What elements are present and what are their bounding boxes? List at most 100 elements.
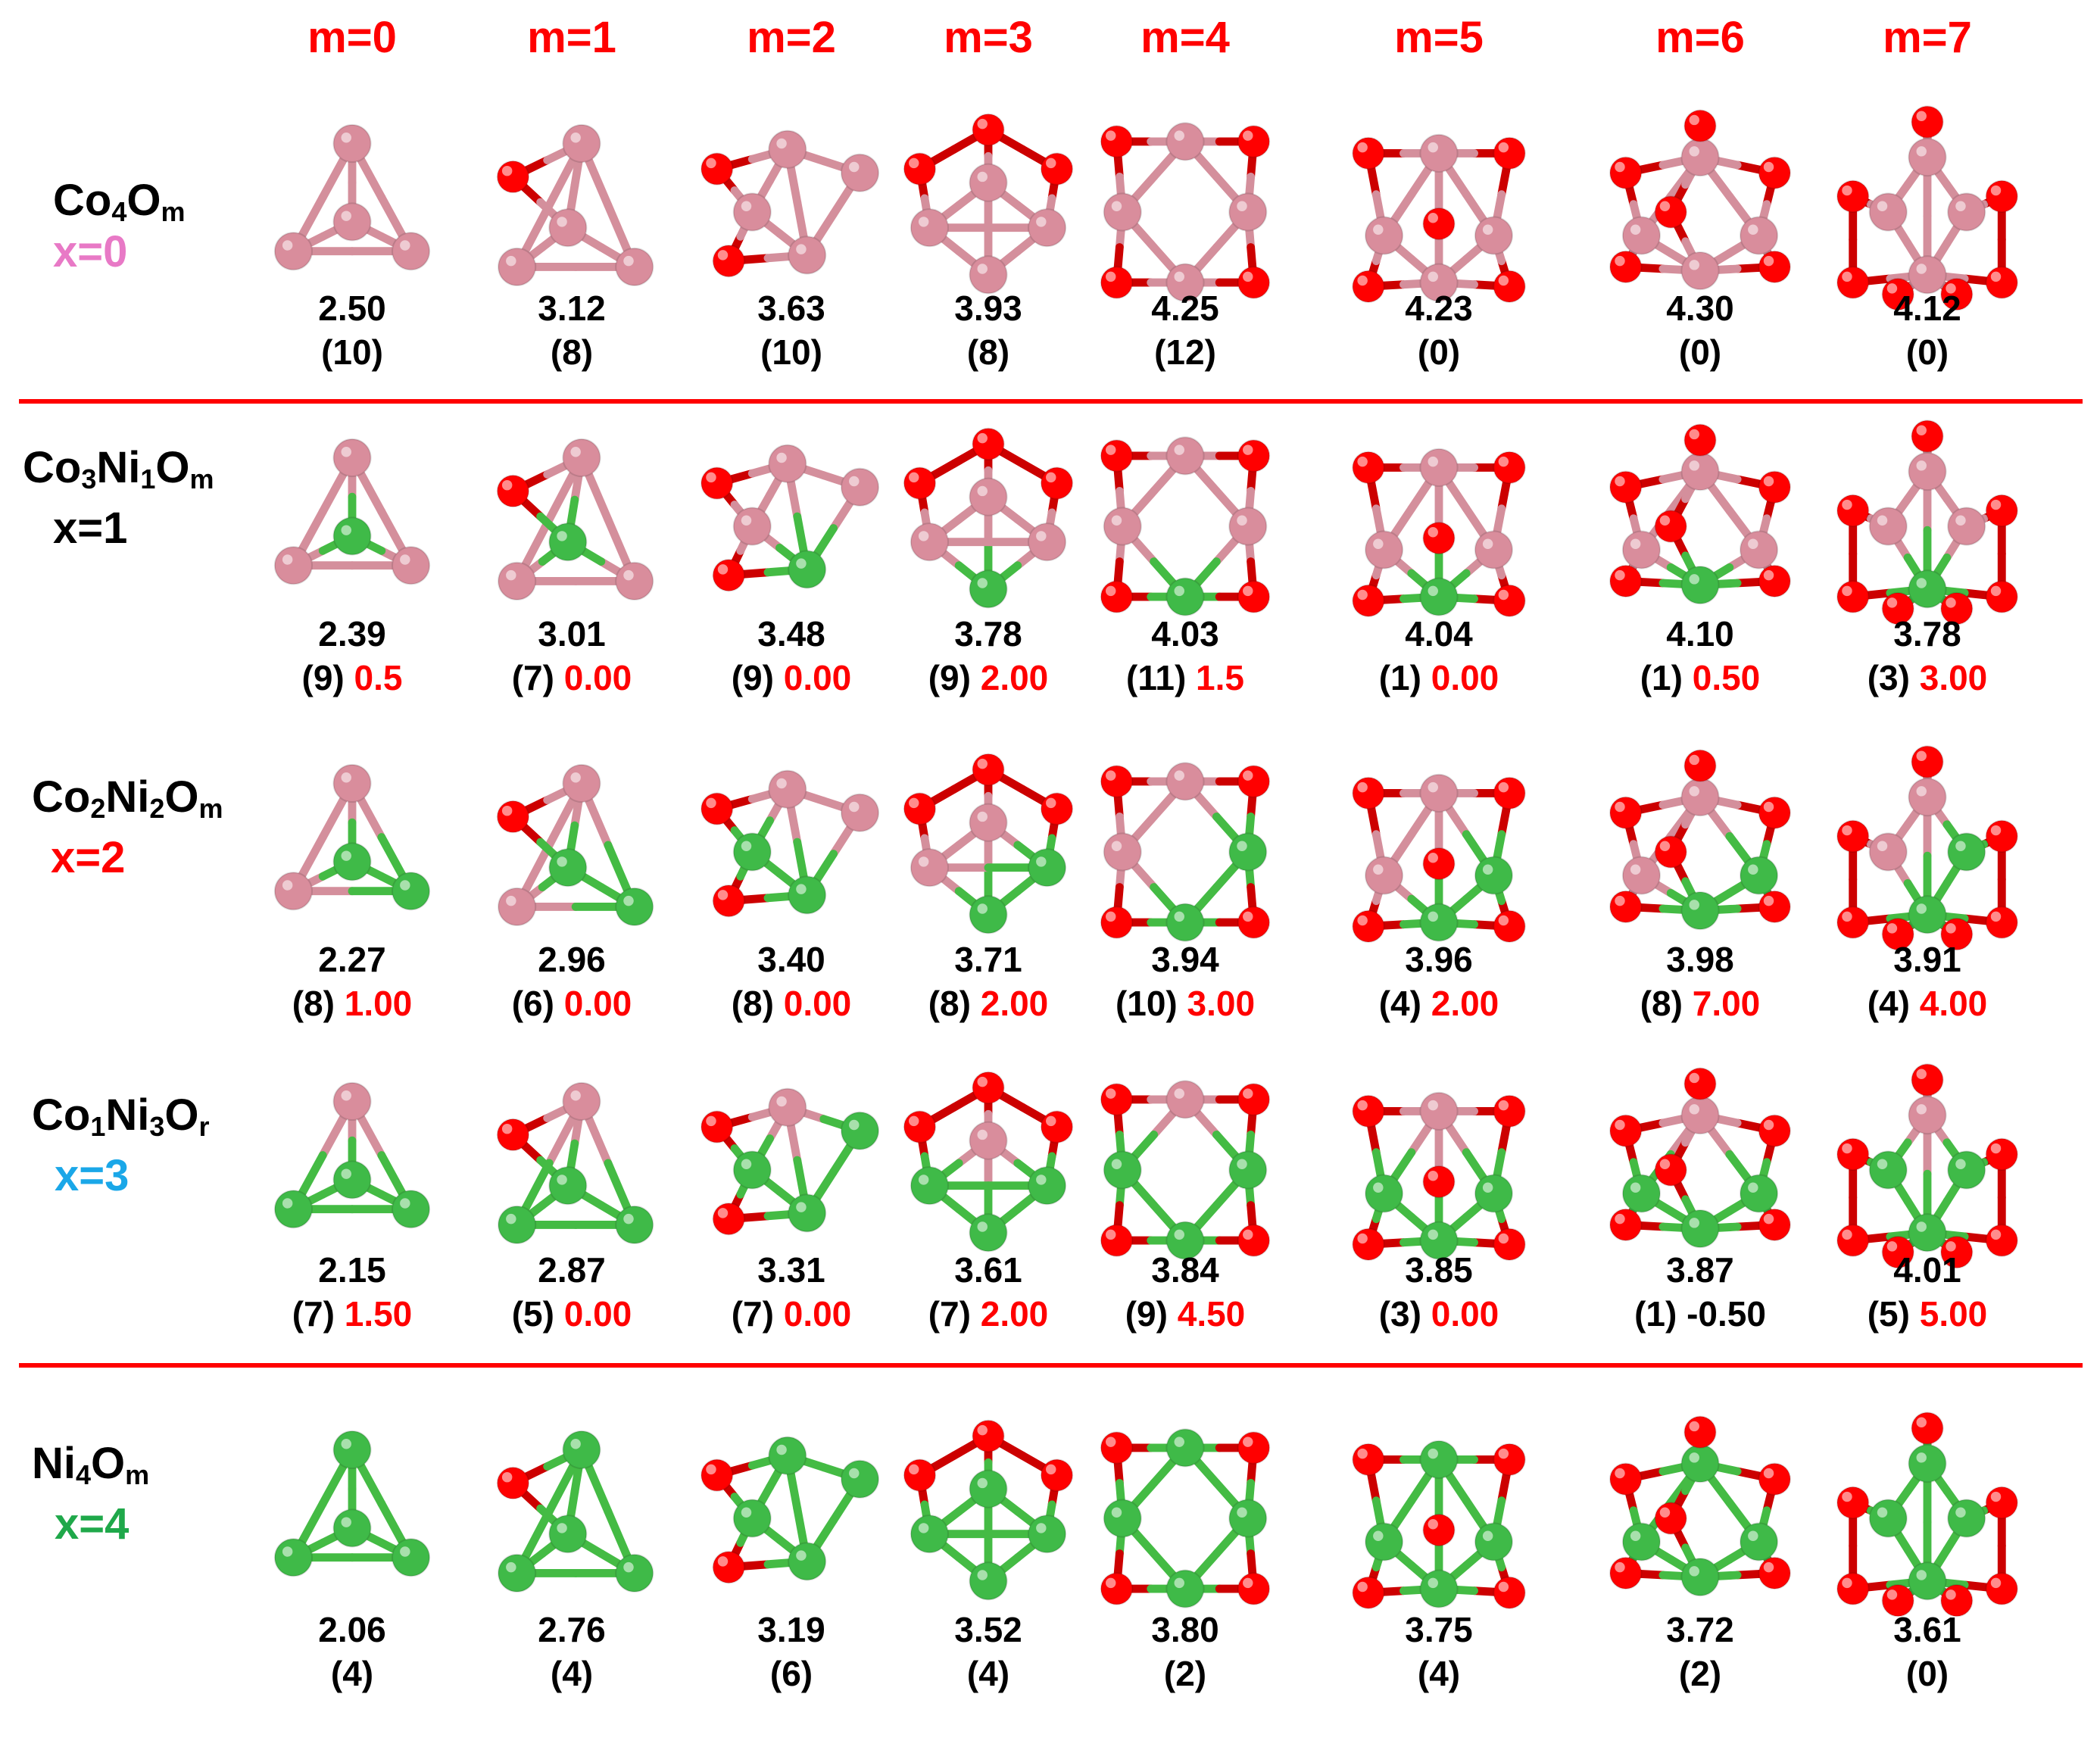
atom-highlight bbox=[1877, 1507, 1888, 1518]
cluster-structure-image bbox=[903, 1419, 1074, 1601]
atom-highlight bbox=[1916, 1104, 1927, 1115]
nickel-atom bbox=[1027, 848, 1067, 888]
atom-highlight bbox=[741, 201, 752, 211]
cobalt-atom bbox=[768, 1087, 807, 1127]
cobalt-atom bbox=[1419, 133, 1459, 173]
oxygen-atom bbox=[1609, 1114, 1643, 1147]
nickel-atom bbox=[548, 523, 588, 562]
cobalt-atom bbox=[1165, 122, 1205, 161]
atom-highlight bbox=[776, 1096, 787, 1107]
oxygen-atom bbox=[1609, 890, 1643, 924]
oxygen-atom bbox=[1683, 1067, 1717, 1100]
count-and-moment: (7) 0.00 bbox=[678, 1293, 905, 1334]
atom-highlight bbox=[1615, 476, 1625, 487]
cluster-cell: 4.03 (11) 1.5 bbox=[1072, 413, 1299, 697]
atom-highlight bbox=[1955, 515, 1966, 526]
energy-value: 3.31 bbox=[757, 1250, 825, 1290]
nickel-atom bbox=[1947, 832, 1986, 872]
atom-highlight bbox=[1174, 770, 1184, 781]
count-and-moment: (9) 0.00 bbox=[678, 657, 905, 698]
cluster-structure-image bbox=[1609, 423, 1791, 605]
oxygen-atom bbox=[1985, 819, 2018, 853]
energy-value: 3.75 bbox=[1405, 1610, 1473, 1649]
energy-value: 3.78 bbox=[1893, 614, 1961, 654]
atom-highlight bbox=[1763, 801, 1774, 813]
oxygen-atom bbox=[1836, 494, 1870, 528]
atom-highlight bbox=[400, 880, 410, 891]
cluster-structure-image bbox=[1836, 420, 2018, 625]
atom-highlight bbox=[1498, 781, 1509, 793]
cobalt-atom bbox=[1419, 1091, 1459, 1131]
count-and-moment: (2) bbox=[1587, 1653, 1814, 1694]
cobalt-atom bbox=[332, 763, 372, 803]
cobalt-atom bbox=[1908, 137, 1947, 177]
atom-highlight bbox=[1357, 1581, 1368, 1593]
oxygen-atom bbox=[1758, 890, 1791, 924]
atom-highlight bbox=[1174, 1229, 1184, 1240]
energy-value: 3.78 bbox=[954, 614, 1022, 654]
atom-highlight bbox=[1357, 456, 1368, 467]
atom-highlight bbox=[1174, 445, 1184, 455]
oxygen-atom bbox=[1609, 156, 1643, 189]
energy-value: 3.71 bbox=[954, 940, 1022, 979]
cobalt-atom bbox=[332, 438, 372, 478]
oxygen-atom bbox=[1654, 510, 1687, 543]
atom-highlight bbox=[1174, 130, 1184, 141]
nickel-atom bbox=[788, 1542, 827, 1581]
atom-highlight bbox=[1498, 456, 1509, 467]
nickel-atom bbox=[332, 842, 372, 881]
count-value: (10) bbox=[1115, 984, 1178, 1023]
nickel-atom bbox=[1947, 1150, 1986, 1190]
cluster-structure-image bbox=[1352, 1091, 1526, 1261]
moment-value: 0.00 bbox=[1421, 658, 1499, 697]
atom-highlight bbox=[1763, 1213, 1774, 1224]
atom-highlight bbox=[741, 515, 752, 526]
atom-highlight bbox=[706, 158, 716, 169]
atom-highlight bbox=[1615, 161, 1625, 173]
oxygen-atom bbox=[1836, 1486, 1870, 1520]
atom-highlight bbox=[1174, 585, 1184, 597]
cobalt-atom bbox=[1165, 436, 1205, 476]
atom-highlight bbox=[1357, 781, 1368, 793]
atom-highlight bbox=[1357, 915, 1368, 926]
cluster-structure-image bbox=[496, 438, 654, 601]
oxygen-atom bbox=[1758, 1556, 1791, 1590]
atom-highlight bbox=[1482, 1182, 1493, 1193]
oxygen-atom bbox=[1352, 451, 1385, 485]
count-and-moment: (1) 0.50 bbox=[1587, 657, 1814, 698]
nickel-atom bbox=[1739, 856, 1779, 895]
atom-highlight bbox=[977, 485, 988, 497]
cobalt-atom bbox=[910, 523, 950, 562]
cluster-cell: 3.61 (0) bbox=[1814, 1405, 2041, 1693]
atom-highlight bbox=[1498, 1100, 1509, 1111]
atom-highlight bbox=[1615, 801, 1625, 813]
energy-value: 3.87 bbox=[1666, 1250, 1734, 1290]
atom-highlight bbox=[1482, 538, 1493, 549]
column-header-m2: m=2 bbox=[747, 13, 836, 62]
oxygen-atom bbox=[701, 792, 734, 825]
cobalt-atom bbox=[1908, 1095, 1947, 1135]
oxygen-atom bbox=[712, 244, 745, 278]
cobalt-atom bbox=[562, 763, 601, 803]
oxygen-atom bbox=[1758, 1208, 1791, 1242]
atom-highlight bbox=[1482, 1530, 1493, 1541]
energy-value: 2.96 bbox=[538, 940, 606, 979]
cobalt-atom bbox=[1680, 777, 1720, 817]
energy-value: 3.19 bbox=[757, 1610, 825, 1649]
atom-highlight bbox=[1243, 271, 1253, 282]
nickel-atom bbox=[969, 1469, 1008, 1508]
cobalt-atom bbox=[332, 123, 372, 164]
nickel-atom bbox=[1868, 1499, 1908, 1538]
atom-highlight bbox=[1428, 456, 1438, 467]
count-and-moment: (5) 5.00 bbox=[1814, 1293, 2041, 1334]
oxygen-atom bbox=[1683, 423, 1717, 457]
cluster-cell: 2.06 (4) bbox=[239, 1405, 466, 1693]
oxygen-atom bbox=[1493, 909, 1526, 943]
atom-highlight bbox=[1106, 770, 1116, 781]
count-and-moment: (8) bbox=[875, 332, 1102, 373]
count-and-moment: (12) bbox=[1072, 332, 1299, 373]
energy-value: 3.48 bbox=[757, 614, 825, 654]
atom-highlight bbox=[1498, 1233, 1509, 1244]
atom-highlight bbox=[1428, 1229, 1438, 1240]
atom-highlight bbox=[1916, 111, 1927, 121]
